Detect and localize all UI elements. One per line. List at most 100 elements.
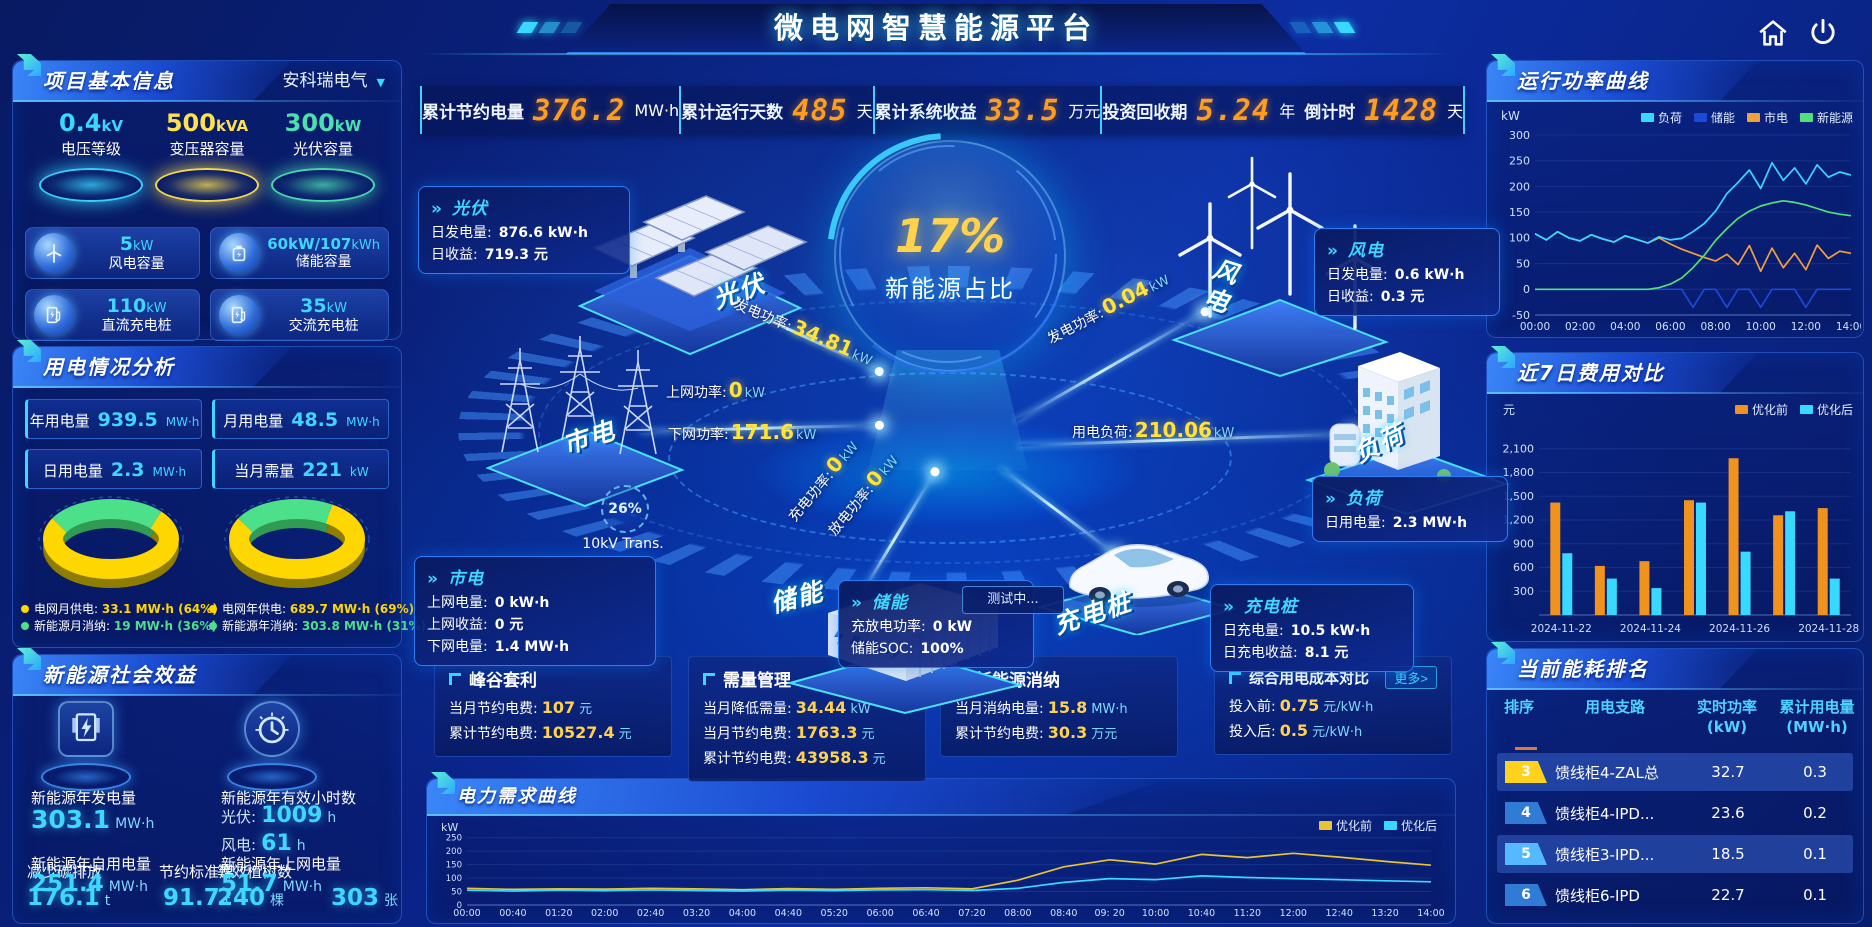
card-text: 110kW 直流充电桩 xyxy=(101,295,172,334)
cost-bar-chart: 2,100 1,800 1,500 1,200 900 600 300 2024-11-22 2… xyxy=(1503,442,1860,635)
tooltip-arrow-icon: » xyxy=(427,569,439,589)
rank-badge: 5 xyxy=(1505,843,1547,865)
svg-text:00:00: 00:00 xyxy=(1520,321,1550,333)
legend-item[interactable]: 优化后 xyxy=(1799,401,1853,418)
to-grid-label: 新能源年上网电量 xyxy=(221,855,342,873)
kpi-stats-bar: 累计节约电量 376.2 MW·h 累计运行天数 485 天累计系统收益 33.5 万元 投资回… xyxy=(420,86,1466,134)
panel-title: 运行功率曲线 xyxy=(1517,69,1649,93)
certs-value: 303 张 xyxy=(331,885,399,911)
svg-text:0: 0 xyxy=(457,901,462,911)
panel-title: 新能源社会效益 xyxy=(43,663,197,687)
svg-text:00:40: 00:40 xyxy=(499,908,526,919)
panel-project-info: 项目基本信息 安科瑞电气 ▼ 0.4kV 电压等级 500kVA 变压器容量 300kW 光… xyxy=(12,54,402,341)
cost-chart-legend[interactable]: 优化前 优化后 xyxy=(1734,401,1853,418)
legend-item[interactable]: 负荷 xyxy=(1640,109,1682,126)
pedestal-label: 电压等级 xyxy=(60,140,121,158)
svg-text:04:40: 04:40 xyxy=(775,908,802,919)
capacity-pedestal: 500kVA 变压器容量 xyxy=(147,109,267,202)
svg-text:2024-11-28: 2024-11-28 xyxy=(1798,623,1859,635)
panel-title: 用电情况分析 xyxy=(43,355,175,379)
ranking-table-header: 排序 用电支路 实时功率 (kW) 累计用电量 (MW·h) xyxy=(1503,698,1855,736)
capacity-card: 110kW 直流充电桩 xyxy=(25,289,201,341)
power-icon[interactable] xyxy=(1806,16,1840,50)
stat-label: 投资回收期 xyxy=(1102,102,1188,123)
svg-text:300: 300 xyxy=(1509,129,1530,142)
legend-item[interactable]: 市电 xyxy=(1746,109,1788,126)
svg-text:05:20: 05:20 xyxy=(821,908,848,919)
flow-load-power: 用电负荷: 210.06 kW xyxy=(1072,418,1235,442)
tooltip-load: » 负荷 日用电量: 2.3 MW·h xyxy=(1312,476,1508,542)
rank-badge: 6 xyxy=(1505,884,1547,906)
transformer-load-ratio: 26% xyxy=(601,485,649,533)
power-chart-legend[interactable]: 负荷 储能 市电 新能源 xyxy=(1640,109,1853,126)
usage-metric: 日用电量 2.3 MW·h xyxy=(25,449,202,489)
header-deco-left xyxy=(516,22,583,33)
ev-car-illustration xyxy=(1022,495,1252,639)
gen-label: 新能源年发电量 xyxy=(31,789,137,807)
svg-text:600: 600 xyxy=(1513,561,1534,574)
pedestal-glow xyxy=(227,763,317,791)
stat-value: 485 xyxy=(792,93,848,127)
svg-text:07:20: 07:20 xyxy=(958,908,985,919)
home-icon[interactable] xyxy=(1756,16,1790,50)
svg-text:06:00: 06:00 xyxy=(866,908,893,919)
power-grid-pylons-illustration xyxy=(470,318,700,512)
generation-pedestal xyxy=(41,701,131,791)
stats-segment: 投资回收期 5.24 年倒计时 1428 天 xyxy=(1100,86,1466,134)
coal-value: 91.7 t xyxy=(163,885,231,911)
usage-metric-boxes: 年用电量 939.5 MW·h 月用电量 48.5 MW·h 日用电量 2.3 MW·h 当月需量… xyxy=(25,399,389,489)
energy-meter-icon xyxy=(58,701,114,757)
y-axis-unit: kW xyxy=(1501,109,1520,123)
donut-legend-item: 新能源月消纳: 19 MW·h (36%) xyxy=(21,618,217,635)
svg-text:2024-11-26: 2024-11-26 xyxy=(1709,623,1770,635)
demand-chart-legend[interactable]: 优化前 优化后 xyxy=(1318,817,1437,834)
svg-text:0: 0 xyxy=(1523,283,1530,296)
panel-title: 当前能耗排名 xyxy=(1517,657,1649,681)
pedestal-glow xyxy=(41,763,131,791)
wind-hours: 风电: 61 h xyxy=(221,831,306,856)
card-text: 60kW/107kWh 储能容量 xyxy=(267,235,380,271)
stat-value: 5.24 xyxy=(1196,93,1271,127)
gen-value: 303.1 MW·h xyxy=(31,805,155,834)
svg-text:200: 200 xyxy=(1509,180,1530,193)
capacity-pedestal: 0.4kV 电压等级 xyxy=(31,109,151,202)
panel-title: 电力需求曲线 xyxy=(457,786,577,807)
legend-item[interactable]: 优化后 xyxy=(1383,817,1437,834)
svg-text:10:00: 10:00 xyxy=(1142,908,1169,919)
rank-badge: 3 xyxy=(1505,761,1547,783)
donut-legend-item: 新能源年消纳: 303.8 MW·h (31%) xyxy=(209,618,426,635)
tooltip-arrow-icon: » xyxy=(1223,597,1235,617)
tooltip-charger: » 充电桩 日充电量: 10.5 kW·h 日充电收益: 8.1 元 xyxy=(1210,584,1414,672)
self-use-label: 新能源年自用电量 xyxy=(31,855,152,873)
panel-power-curve: 运行功率曲线 kW 负荷 储能 市电 新能源 300 250 200 150 100 50 0 -5… xyxy=(1486,54,1864,338)
svg-text:09: 20: 09: 20 xyxy=(1094,908,1124,919)
usage-metric: 当月需量 221 kW xyxy=(212,449,389,489)
pedestal-value: 0.4kV xyxy=(58,109,124,137)
year-donut-legend: 电网年供电: 689.7 MW·h (69%) 新能源年消纳: 303.8 MW·… xyxy=(209,601,426,635)
svg-text:12:40: 12:40 xyxy=(1325,908,1352,919)
panel-cost-compare: 近7日费用对比 元 优化前 优化后 2,100 1,800 1,500 1,200 900… xyxy=(1486,346,1864,642)
tooltip-pv: » 光伏 日发电量: 876.6 kW·h 日收益: 719.3 元 xyxy=(418,186,630,274)
hours-label: 新能源年有效小时数 xyxy=(221,789,357,807)
pedestal-label: 光伏容量 xyxy=(292,140,353,158)
demand-line-chart: 250 200 150 100 50 000:00 00:40 01:20 02:00 02:40… xyxy=(446,834,1445,919)
stat-value: 33.5 xyxy=(985,93,1060,127)
month-donut-legend: 电网月供电: 33.1 MW·h (64%) 新能源月消纳: 19 MW·h (3… xyxy=(21,601,218,635)
legend-item[interactable]: 新能源 xyxy=(1799,109,1853,126)
legend-item[interactable]: 优化前 xyxy=(1734,401,1788,418)
rank-badge: 4 xyxy=(1505,802,1547,824)
svg-text:50: 50 xyxy=(1516,257,1530,270)
renewable-share-label: 新能源占比 xyxy=(885,274,1015,303)
legend-item[interactable]: 优化前 xyxy=(1318,817,1372,834)
pedestal-glow xyxy=(271,168,375,202)
company-select[interactable]: 安科瑞电气 ▼ xyxy=(282,71,385,91)
legend-item[interactable]: 储能 xyxy=(1693,109,1735,126)
card-peak-valley-arbitrage: 峰谷套利 当月节约电费: 107 元 累计节约电费: 10527.4 元 xyxy=(434,656,672,757)
stats-segment: 累计运行天数 485 天 xyxy=(679,86,873,134)
stats-segment: 累计节约电量 376.2 MW·h xyxy=(420,86,679,134)
capacity-card: 60kW/107kWh 储能容量 xyxy=(210,227,389,279)
svg-text:2024-11-22: 2024-11-22 xyxy=(1531,623,1592,635)
pedestal-label: 变压器容量 xyxy=(169,140,245,158)
page-title: 微电网智慧能源平台 xyxy=(773,11,1098,45)
month-energy-donut xyxy=(38,496,184,588)
